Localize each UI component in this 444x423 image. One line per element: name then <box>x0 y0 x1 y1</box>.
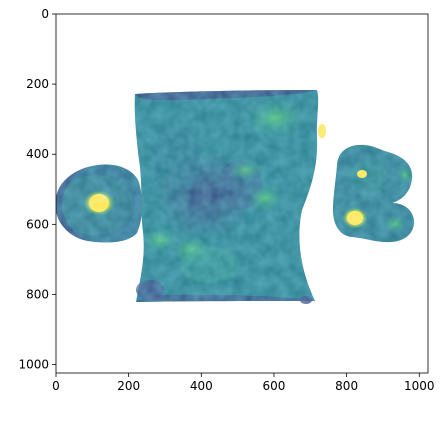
x-tick-label: 600 <box>263 379 286 393</box>
x-tick-label: 0 <box>52 379 60 393</box>
x-tick-label: 1000 <box>404 379 435 393</box>
y-axis: 0 200 400 600 800 1000 <box>18 7 56 372</box>
x-tick-label: 800 <box>335 379 358 393</box>
x-tick-label: 200 <box>117 379 140 393</box>
left-blob <box>56 164 143 243</box>
y-tick-label: 800 <box>26 287 49 301</box>
y-tick-label: 400 <box>26 147 49 161</box>
x-tick-label: 400 <box>190 379 213 393</box>
y-tick-label: 1000 <box>18 358 49 372</box>
y-tick-label: 200 <box>26 77 49 91</box>
right-blob <box>333 144 415 243</box>
y-tick-label: 0 <box>41 7 49 21</box>
y-tick-label: 600 <box>26 217 49 231</box>
x-axis: 0 200 400 600 800 1000 <box>52 373 435 393</box>
central-block <box>134 90 326 304</box>
image-content <box>56 90 415 304</box>
axes-frame <box>55 13 429 374</box>
